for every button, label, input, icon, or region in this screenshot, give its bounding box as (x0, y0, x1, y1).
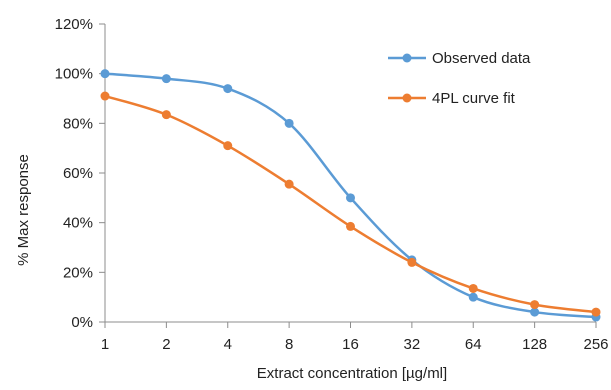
series-line (104, 94, 597, 314)
y-tick-label: 0% (71, 314, 93, 331)
data-point (346, 193, 355, 203)
x-tick-label: 256 (583, 336, 608, 353)
data-point (468, 292, 478, 302)
data-point (223, 84, 233, 94)
x-tick-label: 32 (404, 336, 421, 353)
series-curve-fit (100, 91, 601, 317)
y-tick-label: 20% (63, 264, 93, 281)
x-tick-label: 8 (285, 336, 293, 353)
data-point (407, 257, 417, 267)
legend-label: 4PL curve fit (432, 90, 516, 107)
series-layer (100, 69, 601, 322)
x-tick-label: 16 (342, 336, 359, 353)
x-tick-label: 2 (162, 336, 170, 353)
data-point (530, 307, 540, 317)
data-point (468, 283, 478, 293)
series-observed-data (100, 69, 601, 322)
y-tick-label: 40% (63, 215, 93, 232)
data-point (161, 74, 171, 84)
data-point (284, 118, 294, 128)
data-point (591, 307, 601, 317)
data-point (530, 300, 540, 310)
axes: 0% 20% 40% 60% 80% 100% 120% 1 2 4 8 16 32 64 128 256 (55, 16, 609, 353)
y-tick-label: 60% (63, 165, 93, 182)
data-point (100, 69, 110, 79)
y-tick-label: 120% (55, 16, 93, 33)
data-point (284, 179, 294, 189)
data-point (346, 221, 355, 231)
legend: Observed data 4PL curve fit (388, 50, 531, 107)
x-tick-label: 64 (465, 336, 482, 353)
legend-marker (402, 93, 412, 103)
x-axis-title: Extract concentration [µg/ml] (257, 365, 447, 382)
legend-item: 4PL curve fit (388, 90, 516, 107)
x-tick-label: 4 (224, 336, 232, 353)
x-tick-label: 1 (101, 336, 109, 353)
legend-marker (402, 53, 412, 63)
legend-label: Observed data (432, 50, 531, 67)
y-tick-label: 100% (55, 66, 93, 83)
x-tick-label: 128 (522, 336, 547, 353)
y-tick-label: 80% (63, 115, 93, 132)
data-point (223, 141, 233, 151)
data-point (100, 91, 110, 101)
y-axis-title: % Max response (15, 154, 32, 266)
data-point (161, 110, 171, 120)
legend-item: Observed data (388, 50, 531, 67)
